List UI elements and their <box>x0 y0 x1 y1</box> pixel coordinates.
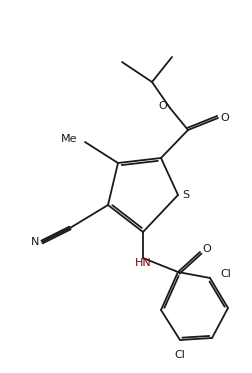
Text: O: O <box>158 101 167 111</box>
Text: Cl: Cl <box>219 269 230 279</box>
Text: O: O <box>202 244 210 254</box>
Text: N: N <box>31 237 39 247</box>
Text: S: S <box>182 190 189 200</box>
Text: O: O <box>220 113 229 123</box>
Text: HN: HN <box>134 258 151 268</box>
Text: Cl: Cl <box>174 350 185 360</box>
Text: Me: Me <box>60 134 77 144</box>
